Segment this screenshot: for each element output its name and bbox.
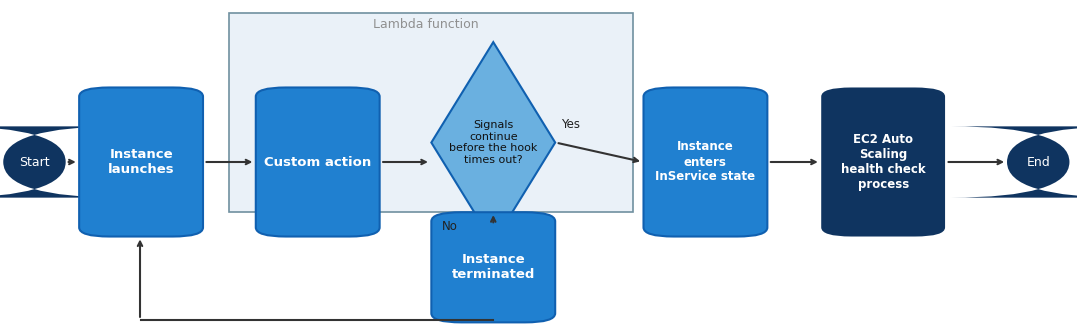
FancyBboxPatch shape	[0, 126, 122, 198]
Text: End: End	[1026, 156, 1050, 168]
FancyBboxPatch shape	[821, 87, 946, 237]
Text: Instance
launches: Instance launches	[108, 148, 174, 176]
FancyBboxPatch shape	[256, 87, 379, 237]
Polygon shape	[431, 42, 556, 243]
FancyBboxPatch shape	[951, 126, 1077, 198]
Text: Custom action: Custom action	[264, 156, 372, 168]
Text: Instance
terminated: Instance terminated	[451, 253, 535, 281]
Text: EC2 Auto
Scaling
health check
process: EC2 Auto Scaling health check process	[841, 133, 925, 191]
Text: Signals
continue
before the hook
times out?: Signals continue before the hook times o…	[449, 120, 537, 165]
FancyBboxPatch shape	[431, 212, 556, 322]
Text: Yes: Yes	[561, 118, 581, 131]
FancyBboxPatch shape	[80, 87, 202, 237]
Text: Start: Start	[19, 156, 50, 168]
FancyBboxPatch shape	[644, 87, 767, 237]
Text: Instance
enters
InService state: Instance enters InService state	[656, 141, 755, 183]
FancyBboxPatch shape	[229, 13, 633, 212]
Text: Lambda function: Lambda function	[373, 18, 478, 31]
Text: No: No	[442, 220, 458, 233]
